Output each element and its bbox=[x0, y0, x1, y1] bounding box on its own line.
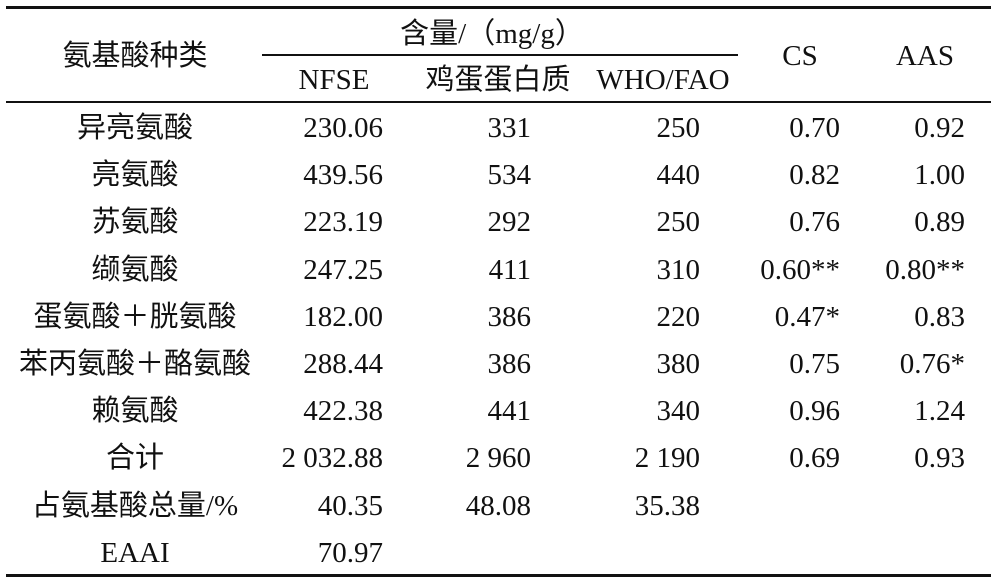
header-who-fao: WHO/FAO bbox=[596, 64, 730, 96]
row-egg-protein-value: 386 bbox=[487, 300, 532, 333]
row-cs-value: 0.82 bbox=[789, 159, 840, 192]
row-amino-acid-name: 异亮氨酸 bbox=[76, 112, 194, 144]
row-aas-value: 0.89 bbox=[914, 206, 965, 239]
row-amino-acid-name: 蛋氨酸＋胱氨酸 bbox=[33, 300, 237, 333]
row-aas-value: 1.24 bbox=[914, 395, 965, 428]
table-bottom-rule bbox=[6, 574, 991, 577]
row-nfse-value: 182.00 bbox=[303, 300, 383, 333]
row-who-fao-value: 380 bbox=[656, 348, 701, 380]
row-aas-value: 0.92 bbox=[914, 112, 965, 144]
row-nfse-value: 230.06 bbox=[303, 112, 383, 144]
row-who-fao-value: 35.38 bbox=[634, 489, 700, 522]
row-amino-acid-name: 赖氨酸 bbox=[91, 395, 179, 428]
row-egg-protein-value: 292 bbox=[487, 206, 532, 239]
header-bottom-rule bbox=[6, 101, 991, 103]
row-who-fao-value: 310 bbox=[656, 253, 701, 286]
row-amino-acid-name: EAAI bbox=[100, 536, 170, 569]
row-nfse-value: 223.19 bbox=[303, 206, 383, 239]
row-amino-acid-name: 亮氨酸 bbox=[91, 159, 179, 192]
header-amino-acid-category: 氨基酸种类 bbox=[62, 40, 208, 72]
row-egg-protein-value: 411 bbox=[488, 253, 531, 286]
row-who-fao-value: 250 bbox=[656, 112, 701, 144]
row-aas-value: 0.93 bbox=[914, 442, 965, 475]
header-nfse: NFSE bbox=[298, 64, 370, 96]
row-nfse-value: 422.38 bbox=[303, 395, 383, 428]
row-nfse-value: 70.97 bbox=[317, 536, 383, 569]
row-egg-protein-value: 48.08 bbox=[465, 489, 531, 522]
row-amino-acid-name: 苏氨酸 bbox=[91, 206, 179, 239]
row-egg-protein-value: 2 960 bbox=[465, 442, 531, 475]
row-aas-value: 0.76* bbox=[899, 348, 965, 380]
header-egg-protein: 鸡蛋蛋白质 bbox=[425, 64, 571, 96]
row-cs-value: 0.69 bbox=[789, 442, 840, 475]
row-cs-value: 0.76 bbox=[789, 206, 840, 239]
table-top-rule bbox=[6, 6, 991, 9]
row-who-fao-value: 340 bbox=[656, 395, 701, 428]
row-amino-acid-name: 缬氨酸 bbox=[91, 253, 179, 286]
row-cs-value: 0.47* bbox=[774, 300, 840, 333]
row-cs-value: 0.60** bbox=[760, 253, 840, 286]
row-egg-protein-value: 386 bbox=[487, 348, 532, 380]
row-amino-acid-name: 合计 bbox=[105, 442, 165, 475]
row-egg-protein-value: 534 bbox=[487, 159, 532, 192]
row-cs-value: 0.70 bbox=[789, 112, 840, 144]
row-nfse-value: 439.56 bbox=[303, 159, 383, 192]
row-who-fao-value: 220 bbox=[656, 300, 701, 333]
row-who-fao-value: 2 190 bbox=[634, 442, 700, 475]
row-who-fao-value: 250 bbox=[656, 206, 701, 239]
content-group-rule bbox=[262, 54, 738, 56]
row-nfse-value: 247.25 bbox=[303, 253, 383, 286]
row-aas-value: 0.83 bbox=[914, 300, 965, 333]
row-cs-value: 0.96 bbox=[789, 395, 840, 428]
header-cs: CS bbox=[782, 40, 818, 72]
row-cs-value: 0.75 bbox=[789, 348, 840, 380]
header-content-group: 含量/（mg/g） bbox=[400, 18, 584, 50]
row-aas-value: 1.00 bbox=[914, 159, 965, 192]
row-who-fao-value: 440 bbox=[656, 159, 701, 192]
row-nfse-value: 2 032.88 bbox=[281, 442, 384, 475]
row-amino-acid-name: 占氨基酸总量/% bbox=[31, 489, 239, 522]
row-nfse-value: 40.35 bbox=[317, 489, 383, 522]
header-aas: AAS bbox=[895, 40, 955, 72]
row-aas-value: 0.80** bbox=[885, 253, 965, 286]
row-amino-acid-name: 苯丙氨酸＋酪氨酸 bbox=[18, 348, 252, 380]
row-egg-protein-value: 331 bbox=[487, 112, 532, 144]
row-nfse-value: 288.44 bbox=[303, 348, 383, 380]
row-egg-protein-value: 441 bbox=[487, 395, 532, 428]
